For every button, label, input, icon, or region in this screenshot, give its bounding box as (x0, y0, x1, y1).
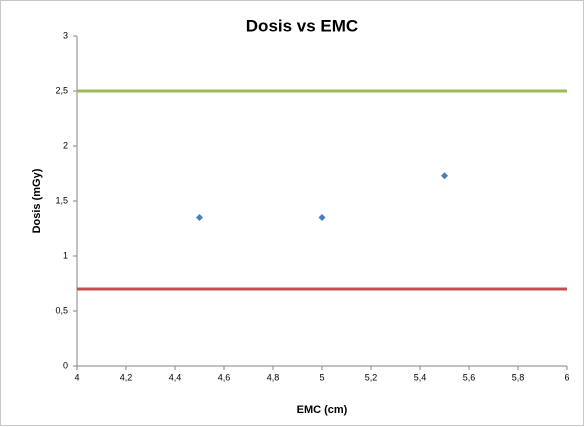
x-tick-label: 4 (74, 372, 79, 382)
x-tick-label: 6 (564, 372, 569, 382)
x-axis-title: EMC (cm) (297, 404, 348, 416)
x-tick-label: 5,6 (463, 372, 476, 382)
y-tick-label: 2 (63, 140, 68, 150)
y-tick-label: 3 (63, 30, 68, 40)
x-tick-label: 5 (319, 372, 324, 382)
x-tick-label: 5,8 (512, 372, 525, 382)
y-tick-label: 0,5 (55, 305, 68, 315)
y-tick-label: 1,5 (55, 195, 68, 205)
x-tick-label: 5,4 (414, 372, 427, 382)
x-tick-label: 4,2 (120, 372, 133, 382)
chart-title: Dosis vs EMC (246, 16, 358, 35)
y-axis-title: Dosis (mGy) (31, 168, 43, 233)
x-tick-label: 4,6 (218, 372, 231, 382)
data-point (196, 214, 203, 221)
x-tick-label: 5,2 (365, 372, 378, 382)
data-point (441, 172, 448, 180)
x-tick-label: 4,4 (169, 372, 182, 382)
y-tick-label: 2,5 (55, 85, 68, 95)
data-point (318, 214, 326, 221)
y-tick-label: 0 (63, 360, 68, 370)
y-tick-label: 1 (63, 250, 68, 260)
x-tick-label: 4,8 (267, 372, 280, 382)
